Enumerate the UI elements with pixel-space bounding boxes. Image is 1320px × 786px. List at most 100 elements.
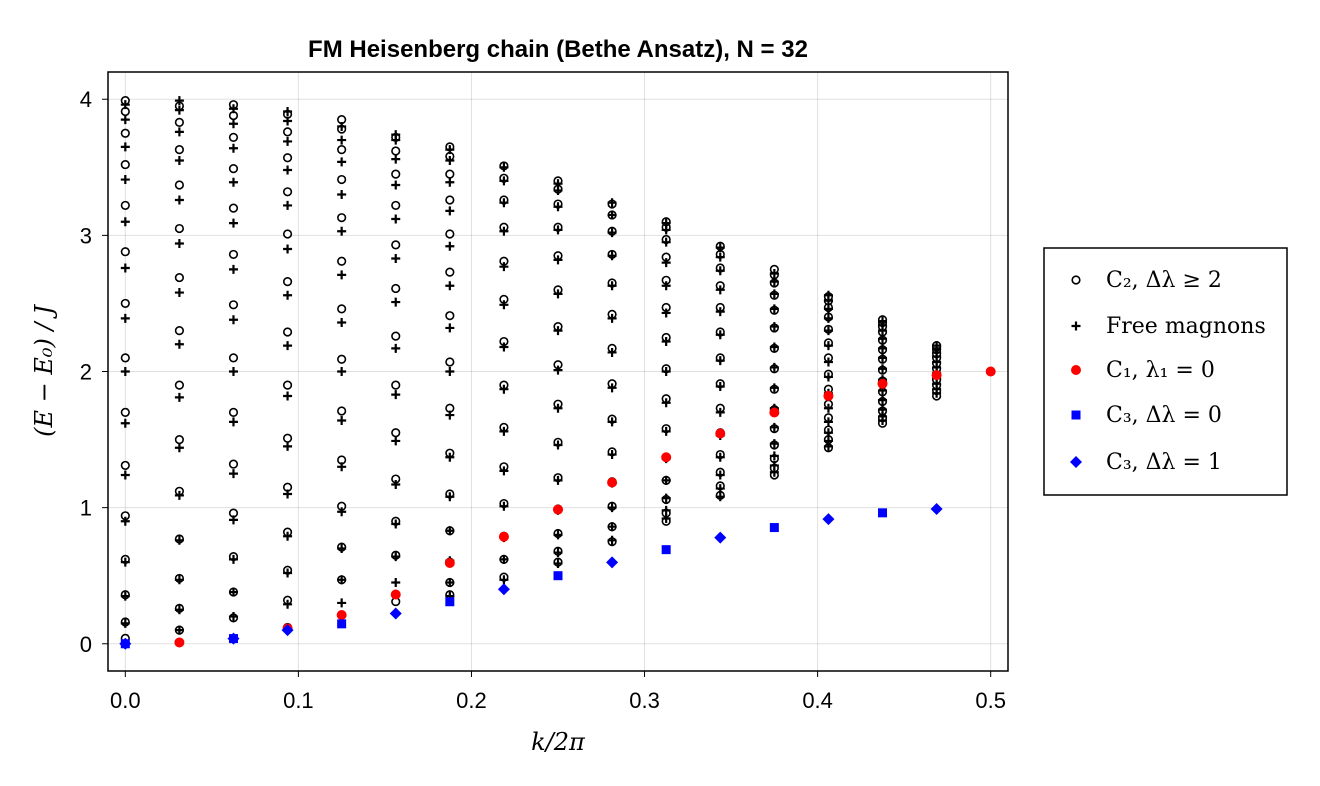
data-point: [661, 514, 671, 524]
data-point: [391, 240, 401, 250]
data-point: [174, 155, 184, 165]
data-point: [607, 450, 617, 460]
data-point: [445, 367, 455, 376]
data-point: [391, 380, 401, 390]
data-point: [228, 587, 238, 597]
data-point: [337, 190, 347, 200]
data-point: [228, 367, 238, 376]
data-point: [391, 283, 401, 294]
data-point: [228, 417, 238, 427]
y-tick-label: 2: [80, 360, 92, 385]
data-point: [769, 407, 780, 418]
data-point: [607, 477, 618, 488]
data-point: [445, 155, 455, 165]
legend-item: Free magnons: [1071, 314, 1266, 339]
data-point: [283, 136, 293, 146]
data-point: [445, 281, 455, 291]
data-point: [607, 313, 617, 323]
data-point: [283, 200, 293, 210]
series-0: [120, 95, 942, 643]
data-point: [823, 403, 833, 413]
data-point: [878, 508, 888, 518]
data-point: [391, 214, 401, 224]
data-point: [553, 571, 563, 581]
data-point: [499, 162, 509, 172]
data-point: [282, 153, 293, 163]
legend: C₂, Δλ ≥ 2 Free magnons C₁, λ₁ = 0 C₃, Δλ =…: [1043, 247, 1288, 496]
series-1: [120, 96, 942, 649]
data-point: [391, 200, 401, 211]
legend-item: C₃, Δλ = 0: [1071, 403, 1222, 428]
data-point: [499, 384, 509, 394]
data-point: [283, 116, 293, 126]
data-point: [282, 277, 293, 287]
data-point: [120, 247, 130, 257]
data-point: [337, 507, 347, 517]
data-point: [228, 315, 238, 325]
data-point: [283, 165, 293, 175]
data-point: [607, 383, 617, 393]
data-point: [336, 610, 347, 621]
data-point: [120, 470, 130, 480]
data-point: [607, 198, 617, 208]
data-point: [228, 218, 238, 228]
legend-label: C₃, Δλ = 1: [1106, 450, 1222, 475]
data-point: [769, 451, 779, 461]
data-point: [715, 330, 725, 340]
y-tick-label: 0: [80, 632, 92, 657]
data-point: [661, 218, 671, 228]
legend-item: C₃, Δλ = 1: [1070, 450, 1222, 475]
data-point: [391, 479, 401, 489]
data-point: [174, 288, 184, 298]
data-point: [553, 530, 563, 540]
data-point: [445, 311, 455, 321]
data-point: [282, 327, 293, 337]
data-point: [445, 195, 455, 205]
data-point: [120, 263, 130, 273]
data-point: [228, 119, 238, 129]
data-point: [120, 200, 130, 211]
data-point: [337, 406, 347, 416]
data-point: [337, 598, 347, 608]
legend-marker: [1070, 456, 1082, 468]
data-point: [715, 356, 725, 366]
data-point: [120, 516, 130, 526]
data-point: [553, 504, 563, 515]
data-point: [174, 117, 184, 127]
data-point: [553, 202, 563, 212]
data-point: [553, 225, 563, 235]
data-point: [228, 353, 239, 363]
data-point: [769, 304, 779, 314]
data-point: [174, 443, 184, 453]
data-point: [445, 578, 455, 588]
data-point: [878, 395, 888, 405]
data-point: [661, 505, 671, 515]
data-point: [120, 298, 130, 309]
data-point: [120, 591, 130, 601]
data-point: [445, 492, 455, 502]
data-point: [715, 452, 725, 462]
data-point: [120, 618, 130, 628]
legend-marker: [1071, 275, 1081, 285]
data-point: [607, 503, 617, 513]
data-point: [228, 143, 238, 153]
data-point: [282, 380, 293, 390]
data-point: [445, 169, 455, 179]
data-point: [228, 407, 239, 417]
y-tick-label: 4: [80, 87, 92, 112]
data-point: [823, 326, 833, 336]
data-point: [174, 392, 184, 402]
x-tick-label: 0.3: [629, 688, 660, 713]
data-point: [283, 441, 293, 451]
data-point: [878, 405, 888, 415]
data-point: [661, 367, 671, 376]
data-point: [823, 357, 833, 367]
data-point: [119, 637, 132, 650]
data-point: [607, 417, 617, 427]
data-point: [337, 121, 347, 131]
data-point: [282, 127, 293, 137]
data-point: [499, 262, 509, 272]
data-point: [553, 289, 563, 299]
data-point: [823, 372, 833, 382]
data-point: [228, 469, 238, 479]
